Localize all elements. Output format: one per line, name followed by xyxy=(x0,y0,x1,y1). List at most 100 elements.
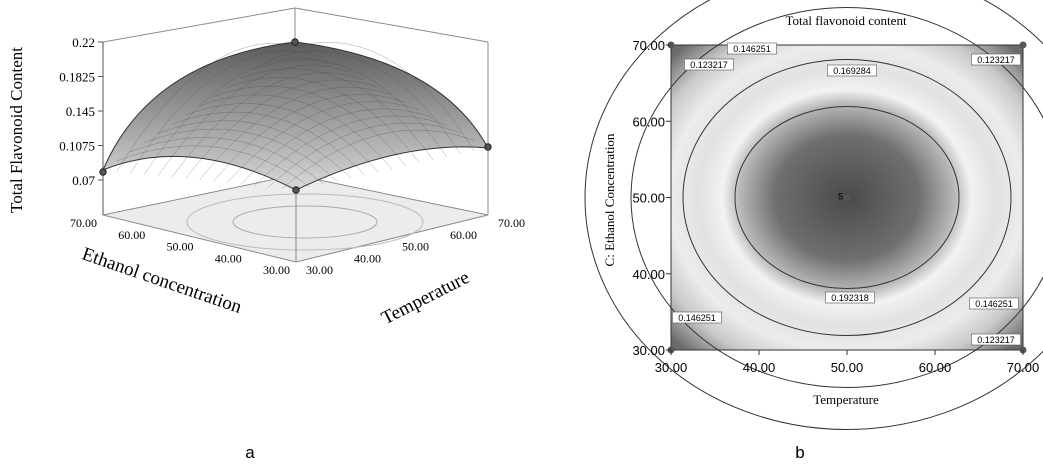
temperature-axis-label: Temperature xyxy=(378,267,473,329)
mesh-line xyxy=(171,72,364,178)
center-point-count: 5 xyxy=(838,192,843,202)
y-tick-label: 70.00 xyxy=(632,38,665,53)
mesh-line xyxy=(240,108,433,185)
contour-label-box xyxy=(971,333,1021,346)
contour-label-box xyxy=(684,58,734,71)
z-tick-label: 0.22 xyxy=(72,35,95,50)
mesh-line xyxy=(226,101,420,183)
design-point xyxy=(1019,41,1027,49)
ethanol-tick-label: 70.00 xyxy=(70,216,97,230)
contour-plot: Total flavonoid content 0.123217 0.123217… xyxy=(584,0,1043,430)
x-tick-label: 70.00 xyxy=(1007,360,1040,375)
contour-lines xyxy=(584,0,1043,430)
contour-label-box xyxy=(827,64,877,77)
contour-label: 0.192318 xyxy=(831,293,869,303)
temperature-tick-label: 40.00 xyxy=(354,251,381,265)
y-tick-label: 40.00 xyxy=(632,267,665,282)
mesh-line xyxy=(240,68,434,161)
y-tick-label: 50.00 xyxy=(632,191,665,206)
contour-line-0.169284 xyxy=(682,59,1012,336)
z-axis-ticks: 0.07 0.1075 0.145 0.1825 0.22 xyxy=(59,35,103,188)
temperature-tick-label: 60.00 xyxy=(450,228,477,242)
mesh-line xyxy=(267,50,461,155)
mesh-line xyxy=(185,79,378,179)
floor-contour-2 xyxy=(186,193,424,251)
x-tick-label: 60.00 xyxy=(919,360,952,375)
mesh-line xyxy=(144,128,338,182)
contour-labels: 0.123217 0.123217 0.146251 0.146251 0.146251… xyxy=(672,42,1021,346)
contour-y-ticks: 30.00 40.00 50.00 60.00 70.00 xyxy=(632,38,671,358)
response-surface xyxy=(102,41,489,191)
back-edge-left xyxy=(102,7,296,43)
temperature-axis-ticks: 30.00 40.00 50.00 60.00 70.00 xyxy=(306,216,525,277)
mesh-line xyxy=(253,59,448,158)
contour-label: 0.123217 xyxy=(690,60,728,70)
panel-label-a: a xyxy=(245,443,255,462)
contour-label: 0.123217 xyxy=(977,55,1015,65)
contour-label: 0.123217 xyxy=(977,335,1015,345)
mesh-line xyxy=(199,86,392,181)
mesh-line xyxy=(116,42,309,172)
z-axis-label: Total Flavonoid Content xyxy=(7,47,26,213)
ethanol-axis-ticks: 70.00 60.00 50.00 40.00 30.00 xyxy=(70,216,290,277)
contour-line-0.192318 xyxy=(734,106,960,289)
contour-label: 0.146251 xyxy=(975,299,1013,309)
x-tick-label: 40.00 xyxy=(743,360,776,375)
temperature-tick-label: 70.00 xyxy=(498,216,525,230)
mesh-line xyxy=(254,115,447,186)
y-tick-label: 30.00 xyxy=(632,343,665,358)
mesh-line xyxy=(130,137,324,185)
contour-label-box xyxy=(825,291,875,304)
contour-x-label: Temperature xyxy=(813,392,879,407)
z-tick-label: 0.145 xyxy=(66,104,95,119)
contour-label-box xyxy=(971,53,1021,66)
x-tick-label: 50.00 xyxy=(831,360,864,375)
mesh-line xyxy=(157,120,351,179)
contour-line-0.146251 xyxy=(630,7,1043,388)
panel-label-b: b xyxy=(795,443,804,462)
z-tick-label: 0.07 xyxy=(72,173,95,188)
temperature-tick-label: 30.00 xyxy=(306,263,333,277)
mesh-line xyxy=(212,85,406,167)
mesh-line xyxy=(157,65,351,176)
design-point xyxy=(292,186,300,194)
contour-label: 0.169284 xyxy=(833,66,871,76)
contour-line-0.123217 xyxy=(584,0,1043,430)
surface-design-points xyxy=(99,38,492,194)
surface-mesh xyxy=(116,42,475,189)
mesh-line xyxy=(268,122,461,188)
contour-label: 0.146251 xyxy=(733,44,771,54)
contour-label: 0.146251 xyxy=(678,313,716,323)
mesh-line xyxy=(213,94,406,182)
contour-label-box xyxy=(672,311,722,324)
back-edge-right xyxy=(294,7,489,43)
design-point xyxy=(99,168,107,176)
mesh-line xyxy=(281,42,475,152)
contour-label-box xyxy=(727,42,777,55)
contour-label-box xyxy=(969,297,1019,310)
mesh-line xyxy=(116,145,310,188)
contour-y-label: C: Ethanol Concentration xyxy=(602,133,617,266)
mesh-line xyxy=(226,77,420,164)
mesh-line xyxy=(282,129,475,189)
design-point xyxy=(291,38,299,46)
mesh-line xyxy=(185,103,379,173)
contour-x-ticks: 30.00 40.00 50.00 60.00 70.00 xyxy=(655,350,1040,375)
ethanol-tick-label: 50.00 xyxy=(167,240,194,254)
ethanol-tick-label: 40.00 xyxy=(215,251,242,265)
mesh-line xyxy=(130,50,323,173)
ethanol-tick-label: 30.00 xyxy=(263,263,290,277)
mesh-line xyxy=(171,111,365,176)
x-tick-label: 30.00 xyxy=(655,360,688,375)
temperature-tick-label: 50.00 xyxy=(402,240,429,254)
floor-contour-1 xyxy=(232,205,378,239)
design-point xyxy=(484,143,492,151)
mesh-line xyxy=(198,94,393,170)
center-point xyxy=(843,194,851,201)
contour-title: Total flavonoid content xyxy=(785,13,907,28)
y-tick-label: 60.00 xyxy=(632,114,665,129)
ethanol-tick-label: 60.00 xyxy=(118,228,145,242)
z-tick-label: 0.1825 xyxy=(59,70,95,85)
surface-plot: 0.07 0.1075 0.145 0.1825 0.22 Total Flavonoi… xyxy=(7,7,525,329)
